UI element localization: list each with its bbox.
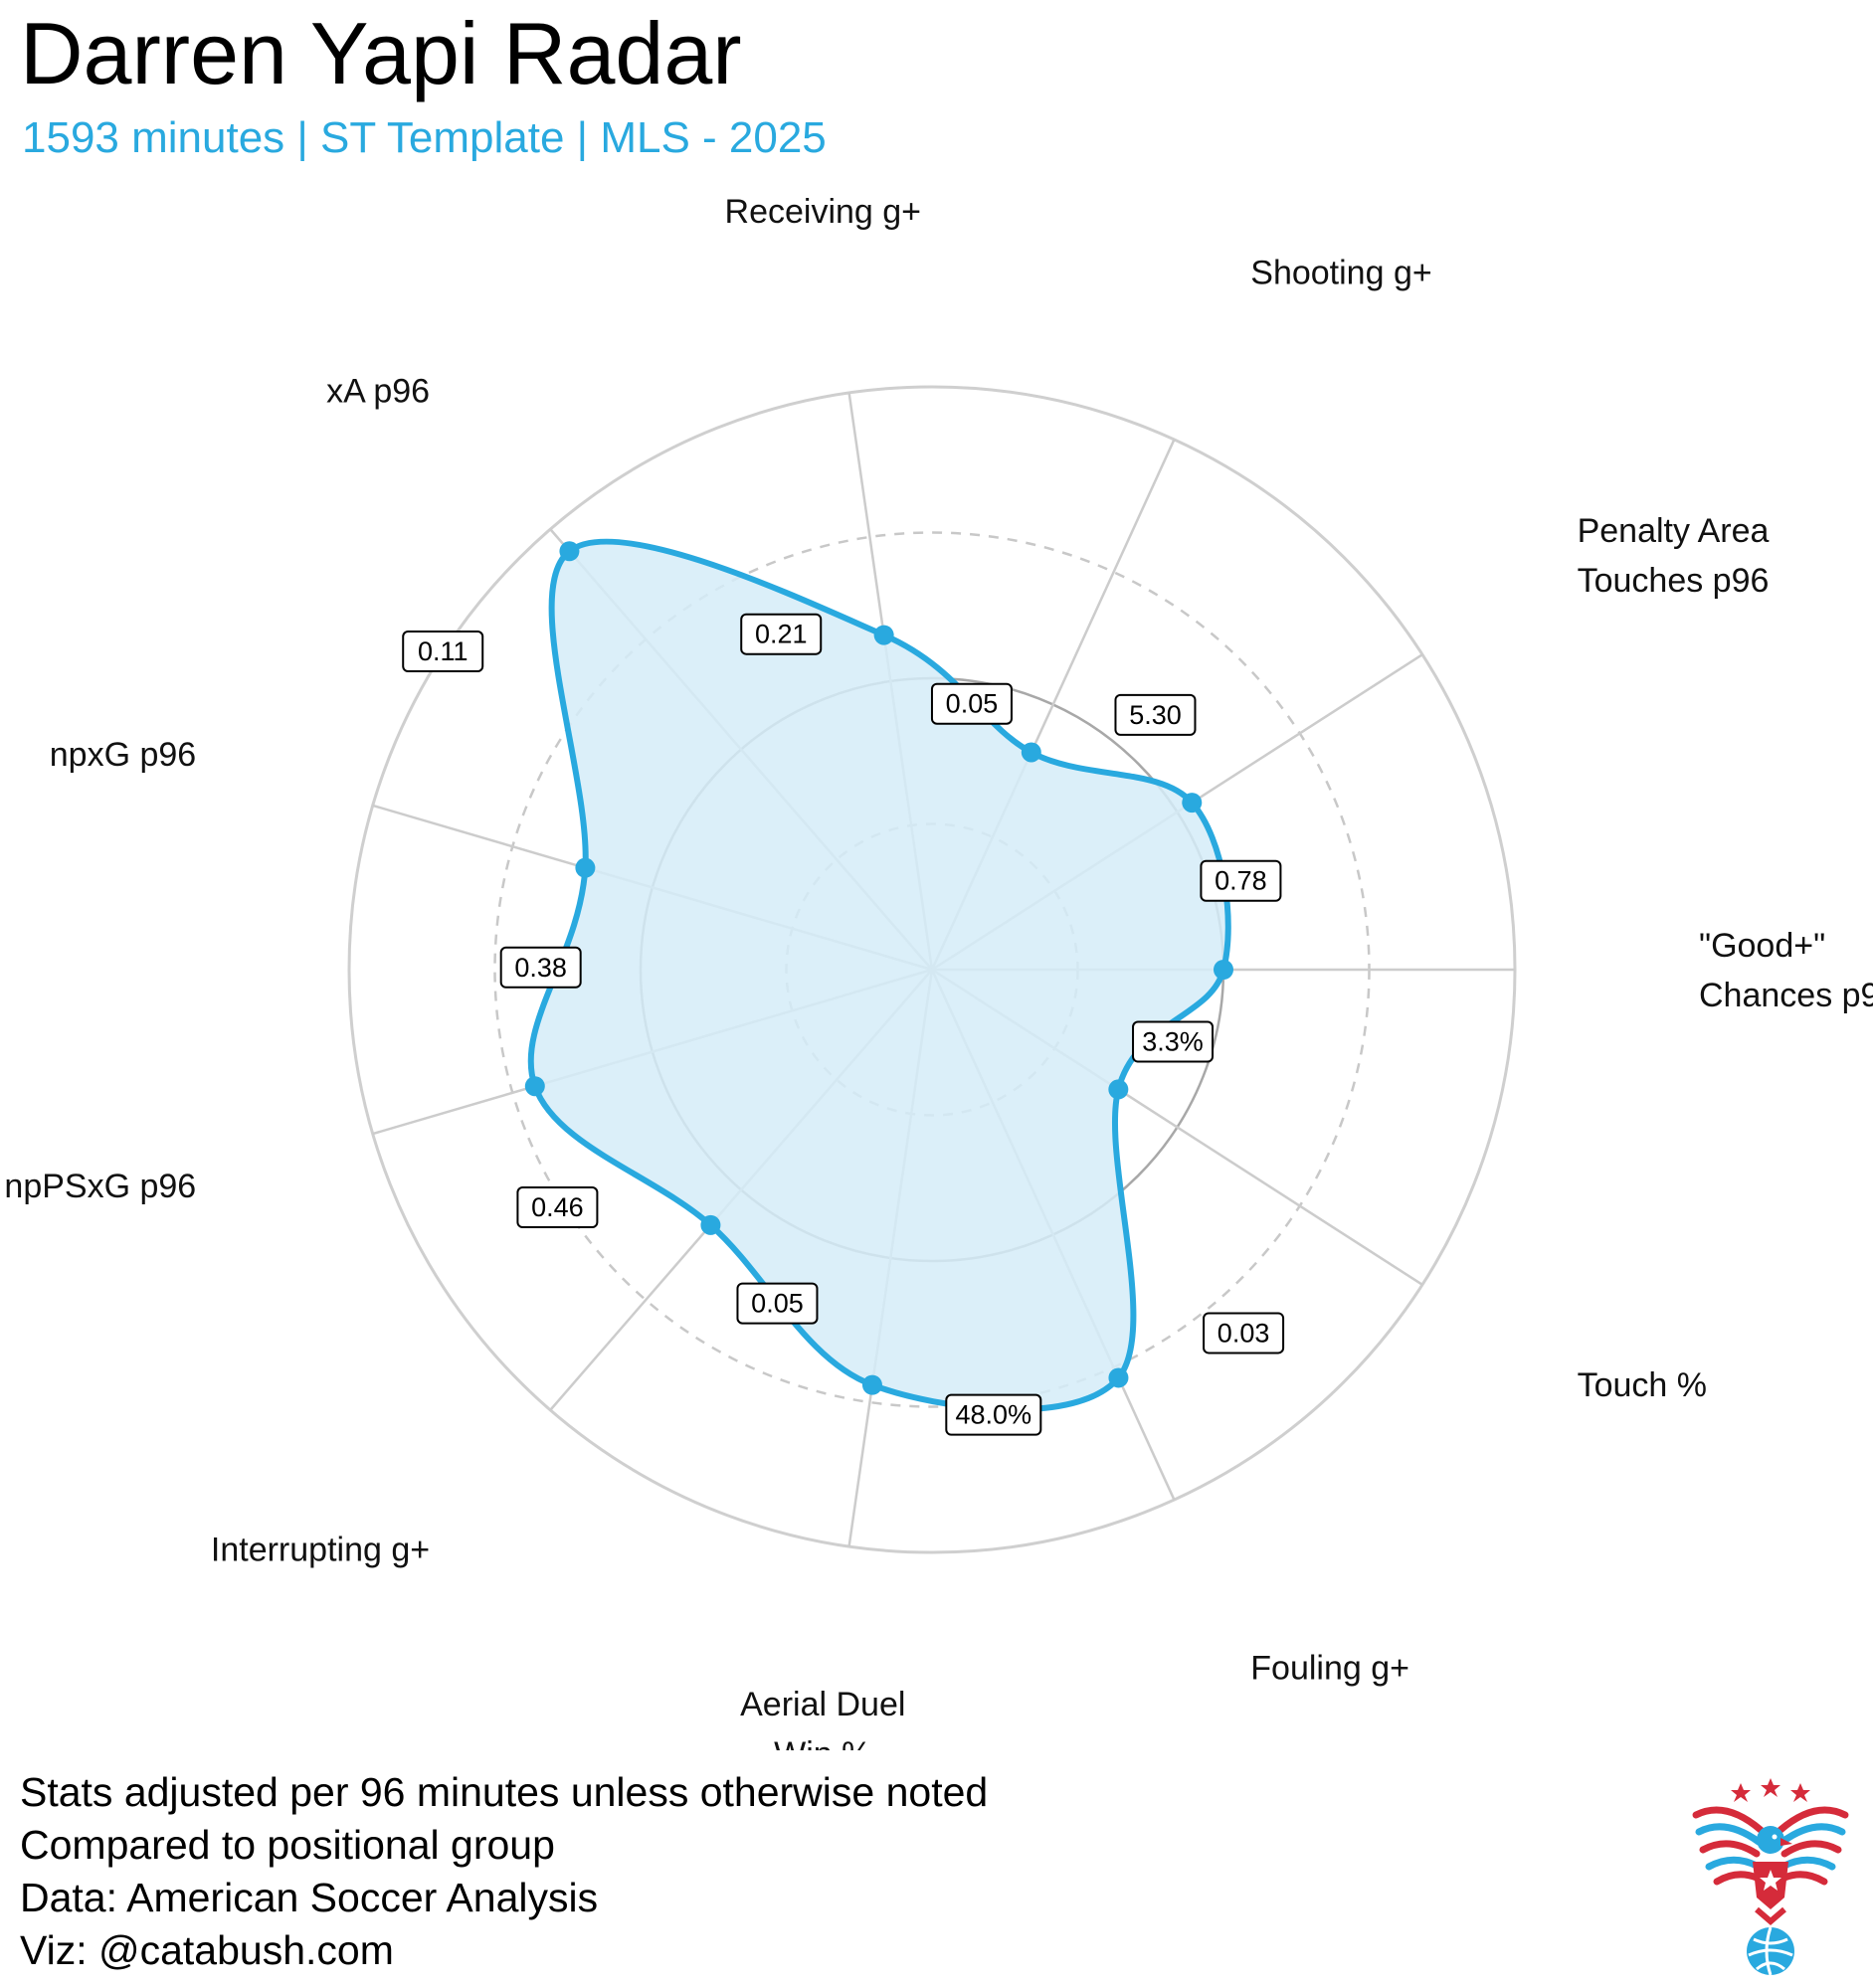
value-label-box [1203,1312,1285,1355]
value-label: 0.03 [1203,1312,1285,1355]
value-label: 5.30 [1114,693,1197,736]
axis-label: npPSxG p96 [4,1168,196,1205]
right-wing [1777,1806,1849,1886]
axis-label: Fouling g+ [1250,1649,1409,1687]
value-label-box [1114,693,1197,736]
data-point [1214,960,1233,980]
data-point [575,857,596,878]
footer-line: Compared to positional group [20,1822,555,1868]
value-label-text: 3.3% [1142,1027,1204,1057]
value-label: 48.0% [945,1393,1042,1436]
data-point [1108,1079,1129,1100]
value-label-text: 0.05 [946,689,999,719]
data-point [1182,793,1203,813]
chart-subtitle: 1593 minutes | ST Template | MLS - 2025 [22,113,827,162]
value-label-box [1200,859,1282,902]
stars [1731,1778,1810,1802]
soccer-ball-icon [1747,1926,1794,1976]
data-point [873,625,894,645]
value-label-box [945,1393,1042,1436]
value-label: 0.05 [736,1282,819,1325]
value-label-text: 0.03 [1217,1318,1270,1348]
data-point [559,541,580,562]
radar-chart: 0.78 3.3% 0.03 48.0% 0.05 0.46 0.38 0.11 0.21 0.0… [4,193,1873,1750]
value-label-box [1132,1020,1215,1063]
value-label-text: 5.30 [1129,700,1182,730]
value-label-box [736,1282,819,1325]
chart-title: Darren Yapi Radar [20,4,742,102]
value-label-box [930,682,1013,725]
axis-label: xA p96 [326,372,430,410]
footer-line: Viz: @catabush.com [20,1927,394,1973]
axis-label: Interrupting g+ [211,1532,430,1569]
value-label-box [516,1186,599,1229]
value-label-box [402,631,484,673]
footer-notes: Stats adjusted per 96 minutes unless oth… [20,1766,988,1977]
value-label: 0.11 [402,631,484,673]
value-label-text: 0.11 [418,636,468,666]
axis-label: Penalty Area [1578,512,1770,550]
left-wing [1692,1806,1765,1886]
axis-label: "Good+" [1699,927,1825,965]
axis-label: Touch % [1578,1366,1707,1404]
value-label: 0.46 [516,1186,599,1229]
value-label-box [499,946,582,989]
data-point [524,1076,545,1097]
axis-label: Win % [774,1735,871,1750]
value-label: 0.21 [740,613,823,655]
data-point [1108,1367,1129,1388]
value-label-text: 0.21 [755,620,808,649]
axis-label: Aerial Duel [740,1686,905,1723]
data-point [861,1374,882,1395]
eagle-body [1753,1826,1792,1925]
data-point [1021,742,1041,763]
value-label: 0.38 [499,946,582,989]
eagle-soccer-ball-logo [1692,1778,1849,1976]
value-label-box [740,613,823,655]
value-label-text: 48.0% [956,1400,1032,1430]
footer-line: Data: American Soccer Analysis [20,1875,599,1920]
axis-label: Shooting g+ [1250,255,1431,292]
data-point [700,1214,721,1235]
value-label-text: 0.78 [1215,866,1267,896]
value-label-text: 0.38 [514,953,567,983]
axis-label: Chances p96 [1699,977,1873,1014]
value-label: 0.78 [1200,859,1282,902]
value-label: 3.3% [1132,1020,1215,1063]
value-label-text: 0.46 [531,1192,584,1222]
footer-line: Stats adjusted per 96 minutes unless oth… [20,1769,989,1815]
axis-label: Receiving g+ [725,193,922,231]
axis-label: npxG p96 [50,736,196,774]
axis-label: Touches p96 [1578,562,1770,600]
value-label: 0.05 [930,682,1013,725]
radar-area [527,538,1231,1413]
value-label-text: 0.05 [751,1289,804,1319]
